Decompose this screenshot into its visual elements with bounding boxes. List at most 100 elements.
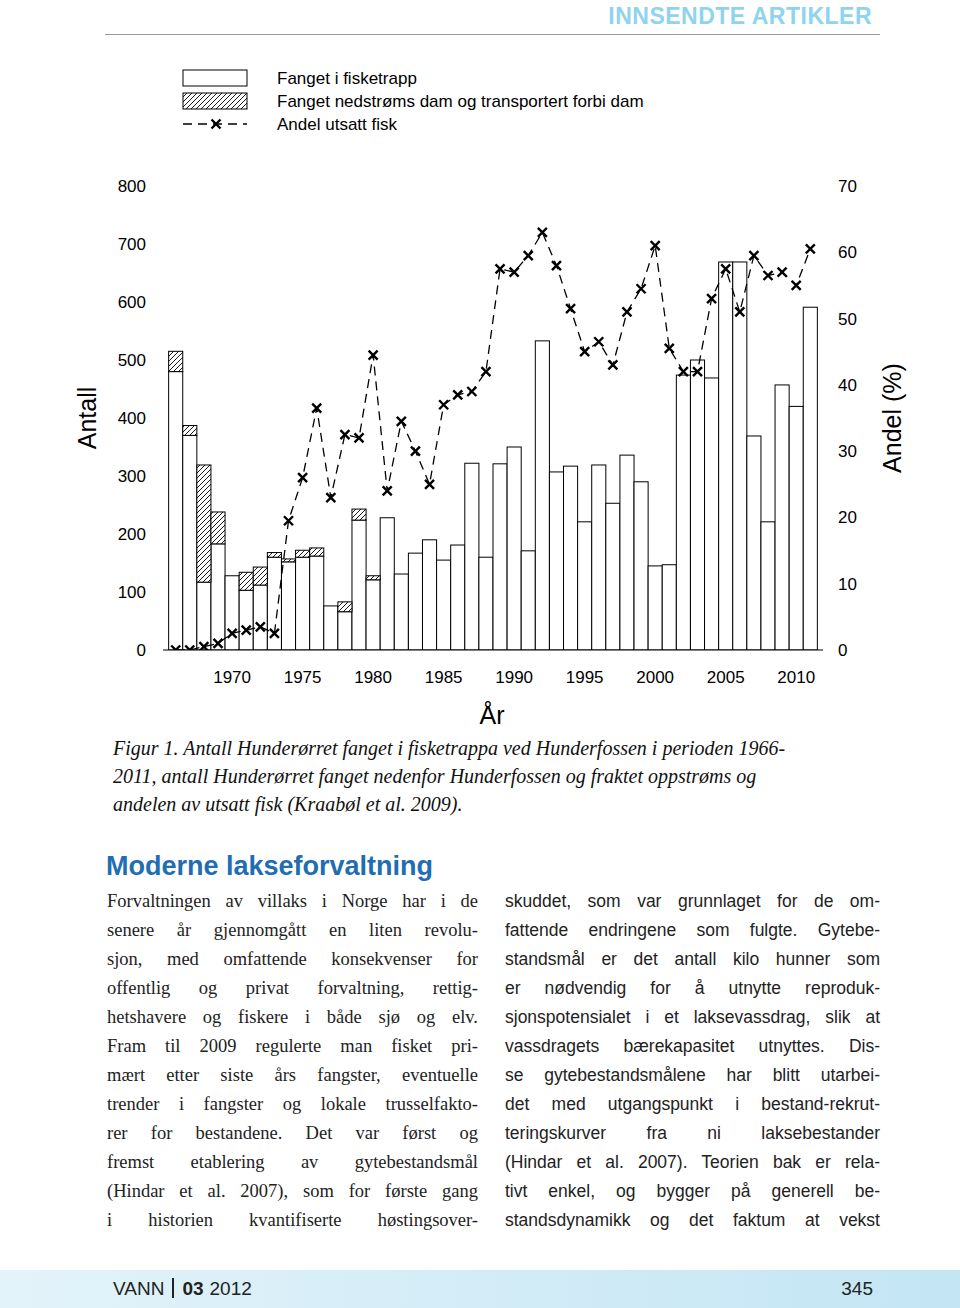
bar [733, 261, 747, 262]
bar [281, 562, 295, 650]
body-line: rer for bestandene. Det var først og [107, 1119, 478, 1148]
bar [211, 544, 225, 650]
bar [465, 463, 479, 464]
bar [662, 564, 676, 565]
body-line: (Hindar et al. 2007). Teorien bak er rel… [505, 1148, 880, 1177]
bar [662, 565, 676, 650]
legend-swatch [183, 70, 247, 86]
bar [408, 553, 422, 650]
bar [606, 503, 620, 504]
marker [298, 473, 307, 482]
body-line: skuddet, som var grunnlaget for de om- [505, 887, 880, 916]
y2-tick-label: 70 [838, 177, 857, 196]
marker [340, 430, 349, 439]
marker [707, 294, 716, 303]
y2-tick-label: 20 [838, 508, 857, 527]
bar [394, 574, 408, 575]
bar [253, 585, 267, 650]
bar [451, 545, 465, 650]
left-column: Forvaltningen av villaks i Norge har i d… [107, 887, 478, 1235]
x-axis-label: År [480, 700, 505, 729]
marker [369, 351, 378, 360]
marker [749, 251, 758, 260]
bar [507, 447, 521, 650]
bar [479, 557, 493, 558]
legend-label: Fanget nedstrøms dam og transportert for… [277, 92, 644, 111]
bar [803, 307, 817, 650]
marker [185, 646, 194, 651]
bar [690, 360, 704, 361]
bar [183, 426, 197, 436]
body-line: tivt enkel, og bygger på generell be- [505, 1177, 880, 1206]
page-number: 345 [841, 1277, 873, 1301]
footer-journal: VANN 03 2012 [113, 1277, 252, 1301]
bar [281, 559, 295, 562]
body-line: offentlig og privat forvaltning, rettig- [107, 974, 478, 1003]
bar [296, 550, 310, 557]
bar [437, 560, 451, 650]
marker [397, 417, 406, 426]
bar [592, 465, 606, 650]
bar [197, 582, 211, 650]
y-tick-label: 300 [118, 467, 146, 486]
marker [679, 367, 688, 376]
caption-line: andelen av utsatt fisk (Kraabøl et al. 2… [113, 790, 462, 818]
bar [606, 503, 620, 650]
share-line [176, 232, 811, 650]
bar [634, 481, 648, 482]
marker [524, 251, 533, 260]
body-line: sjonspotensialet i et laksevassdrag, sli… [505, 1003, 880, 1032]
x-tick-label: 1970 [213, 668, 251, 687]
bar [197, 465, 211, 582]
bar [408, 553, 422, 554]
bar [719, 262, 733, 650]
y-tick-label: 700 [118, 235, 146, 254]
plot-area [169, 228, 818, 650]
marker [411, 447, 420, 456]
bar [535, 340, 549, 341]
marker [651, 241, 660, 250]
marker [284, 516, 293, 525]
page: INNSENDTE ARTIKLER0100200300400500600700… [0, 0, 960, 1308]
body-line: hetshavere og fiskere i både sjø og elv. [107, 1003, 478, 1032]
bar [564, 466, 578, 650]
bar [634, 482, 648, 650]
bar [789, 406, 803, 407]
bar [521, 550, 535, 551]
bar [352, 509, 366, 520]
bar [211, 512, 225, 544]
body-line: mært etter siste års fangster, eventuell… [107, 1061, 478, 1090]
y-tick-label: 200 [118, 525, 146, 544]
journal-name: VANN [113, 1278, 164, 1299]
bar [733, 262, 747, 650]
marker [312, 404, 321, 413]
bar [676, 375, 690, 650]
marker [778, 268, 787, 277]
body-line: standsdynamikk og det faktum at vekst [505, 1206, 880, 1235]
marker [580, 347, 589, 356]
y2-tick-label: 60 [838, 243, 857, 262]
marker [467, 387, 476, 396]
marker [214, 639, 223, 648]
bar [394, 574, 408, 650]
header-rule [105, 34, 880, 35]
marker [622, 307, 631, 316]
marker [735, 307, 744, 316]
bar [310, 548, 324, 556]
bar [380, 517, 394, 518]
marker [326, 493, 335, 502]
issue-number: 03 [182, 1278, 203, 1299]
bar [747, 436, 761, 650]
bar [324, 605, 338, 606]
marker [425, 480, 434, 489]
marker [764, 271, 773, 280]
issue-year: 2012 [210, 1278, 252, 1299]
bar [465, 463, 479, 650]
marker [566, 304, 575, 313]
bar [380, 518, 394, 650]
bar [366, 580, 380, 650]
marker [439, 400, 448, 409]
bar [451, 545, 465, 546]
bar [324, 606, 338, 650]
marker [199, 642, 208, 650]
